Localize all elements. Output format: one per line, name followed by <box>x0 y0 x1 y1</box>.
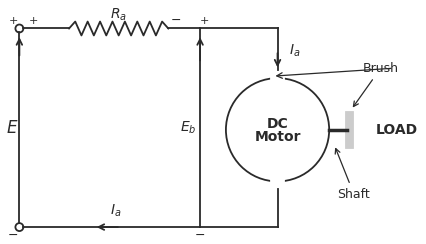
Text: Motor: Motor <box>254 130 300 144</box>
Text: $R_a$: $R_a$ <box>110 6 127 23</box>
Text: LOAD: LOAD <box>375 123 417 137</box>
Text: $I_a$: $I_a$ <box>110 203 121 219</box>
Text: −: − <box>194 229 205 242</box>
Text: +: + <box>199 16 208 26</box>
Bar <box>270 70 284 82</box>
Text: +: + <box>29 16 38 26</box>
Bar <box>270 177 284 189</box>
Text: E: E <box>6 119 17 137</box>
Bar <box>365 102 426 158</box>
Text: $E_b$: $E_b$ <box>179 120 196 136</box>
Bar <box>345 112 352 148</box>
Text: Brush: Brush <box>353 62 398 107</box>
Text: DC: DC <box>266 117 288 131</box>
Text: +: + <box>9 16 18 26</box>
Text: −: − <box>171 14 181 27</box>
Bar <box>354 112 361 148</box>
Text: $I_a$: $I_a$ <box>289 42 300 59</box>
Text: −: − <box>8 229 19 242</box>
Text: Shaft: Shaft <box>334 149 369 201</box>
